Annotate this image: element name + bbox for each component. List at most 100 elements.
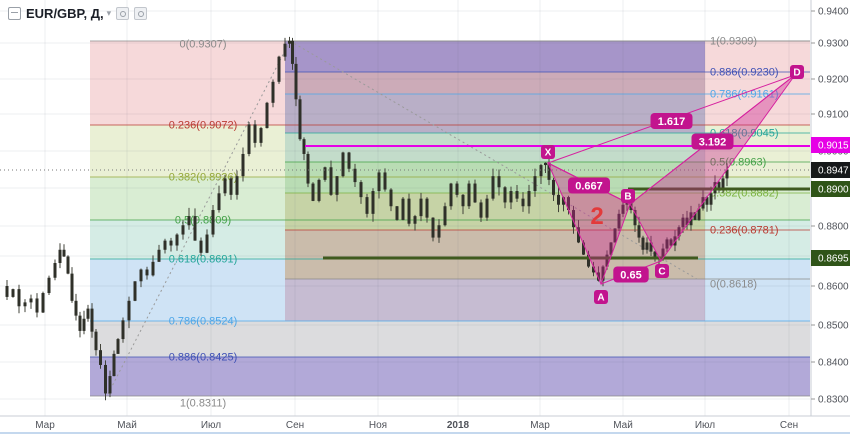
pattern-ratio-badge[interactable]	[613, 266, 649, 283]
price-badge[interactable]	[811, 181, 850, 197]
pattern-point-label: A	[597, 293, 604, 304]
candle-body	[359, 182, 363, 198]
candle-body	[461, 194, 465, 207]
candle-body	[288, 40, 291, 44]
price-badge-label: 0.8695	[818, 254, 849, 265]
candle-body	[271, 81, 275, 103]
legend-action-icon[interactable]	[134, 7, 148, 20]
fib-trendline-dotted[interactable]	[107, 40, 291, 395]
time-axis-bg[interactable]	[0, 416, 850, 435]
price-axis[interactable]: 0.94000.93000.92000.91000.90000.89000.88…	[810, 0, 850, 435]
time-tick-label: Сен	[286, 420, 304, 431]
candle-body	[323, 167, 327, 180]
candle-body	[157, 249, 161, 262]
candle-body	[633, 210, 637, 226]
candle-body	[485, 198, 489, 218]
price-badge[interactable]	[811, 162, 850, 178]
candle-body	[552, 179, 555, 195]
fib-trendline-dotted[interactable]	[289, 40, 698, 280]
fib-level-label: 0.5(0.8963)	[710, 157, 766, 169]
collapse-icon[interactable]	[8, 7, 21, 20]
candle-body	[347, 152, 351, 169]
price-badge-label: 0.8900	[818, 185, 849, 196]
candle-body	[383, 172, 387, 190]
pattern-point-badge[interactable]	[621, 189, 635, 203]
fib-level-label: 0.236(0.9072)	[169, 120, 238, 132]
candle-body	[557, 194, 560, 205]
pattern-point-badge[interactable]	[790, 65, 804, 79]
candle-body	[533, 176, 537, 192]
candle-body	[353, 168, 357, 183]
candle-body	[681, 217, 685, 228]
time-tick-label: Июл	[695, 420, 715, 431]
fib-level-label: 0(0.9307)	[179, 39, 226, 51]
candle-body	[645, 242, 649, 250]
candle-body	[29, 298, 33, 303]
price-badge-label: 0.9015	[818, 141, 849, 152]
candle-body	[193, 216, 197, 241]
candle-body	[70, 273, 74, 301]
legend-action-icon[interactable]	[116, 7, 130, 20]
pattern-point-badge[interactable]	[655, 264, 669, 278]
candle-body	[592, 266, 595, 273]
price-badge[interactable]	[811, 250, 850, 266]
candle-body	[503, 187, 507, 203]
candle-body	[395, 206, 399, 220]
pattern-ratio-badge[interactable]	[650, 113, 693, 129]
candle-body	[661, 248, 665, 260]
candle-body	[317, 179, 321, 201]
pattern-ratio-label: 0.65	[620, 270, 641, 282]
candle-body	[515, 191, 519, 199]
fib-level-label: 0.786(0.8524)	[169, 316, 238, 328]
time-tick-label: Май	[117, 420, 137, 431]
pattern-point-badge[interactable]	[541, 145, 555, 159]
price-axis-bg[interactable]	[811, 0, 850, 435]
candle-body	[329, 167, 333, 195]
candle-body	[247, 124, 251, 154]
candle-body	[709, 193, 713, 205]
fib-level-label: 1(0.8311)	[180, 398, 226, 410]
symbol-title[interactable]: EUR/GBP, Д,	[26, 6, 104, 21]
time-tick-label: Мар	[530, 420, 550, 431]
candle-body	[94, 331, 98, 351]
candle-body	[62, 249, 66, 257]
candle-body	[677, 227, 681, 237]
candle-body	[259, 128, 263, 143]
candle-body	[151, 261, 155, 276]
candle-body	[641, 237, 645, 250]
candle-body	[235, 176, 239, 195]
candle-body	[90, 308, 94, 332]
candle-body	[211, 210, 215, 235]
candle-body	[491, 176, 495, 199]
candle-body	[413, 216, 417, 224]
price-tick-label: 0.8800	[818, 222, 849, 233]
harmonic-pattern[interactable]: 0.667 0.65 1.617 3.192 X A B C D	[541, 65, 804, 304]
pattern-ratio-badge[interactable]	[691, 133, 734, 150]
candle-body	[669, 239, 673, 246]
candle-body	[104, 364, 107, 394]
time-tick-label: 2018	[447, 420, 470, 431]
fib-retracement-bands[interactable]	[285, 41, 705, 321]
chevron-down-icon[interactable]: ▾	[106, 8, 112, 18]
candle-body	[705, 197, 709, 205]
time-axis[interactable]: Мар Май Июл Сен Ноя 2018 Мар Май Июл Сен	[0, 415, 850, 435]
candle-body	[47, 277, 51, 294]
candle-body	[181, 225, 185, 235]
price-badge[interactable]	[811, 137, 850, 153]
candle-body	[617, 213, 621, 229]
candle-body	[169, 240, 173, 246]
price-badge-label: 0.8947	[818, 166, 849, 177]
candle-body	[425, 198, 429, 218]
candle-body	[341, 152, 345, 177]
chart-legend[interactable]: EUR/GBP, Д, ▾	[8, 6, 148, 21]
candle-body	[577, 227, 580, 243]
pattern-ratio-badge[interactable]	[568, 177, 610, 194]
wave-label[interactable]: 2	[590, 203, 603, 230]
pattern-ratio-label: 3.192	[699, 137, 727, 149]
time-tick-label: Мар	[35, 420, 55, 431]
time-tick-label: Ноя	[369, 420, 387, 431]
pattern-point-badge[interactable]	[594, 290, 608, 304]
pattern-point-label: C	[658, 267, 665, 278]
candle-body	[665, 239, 669, 249]
